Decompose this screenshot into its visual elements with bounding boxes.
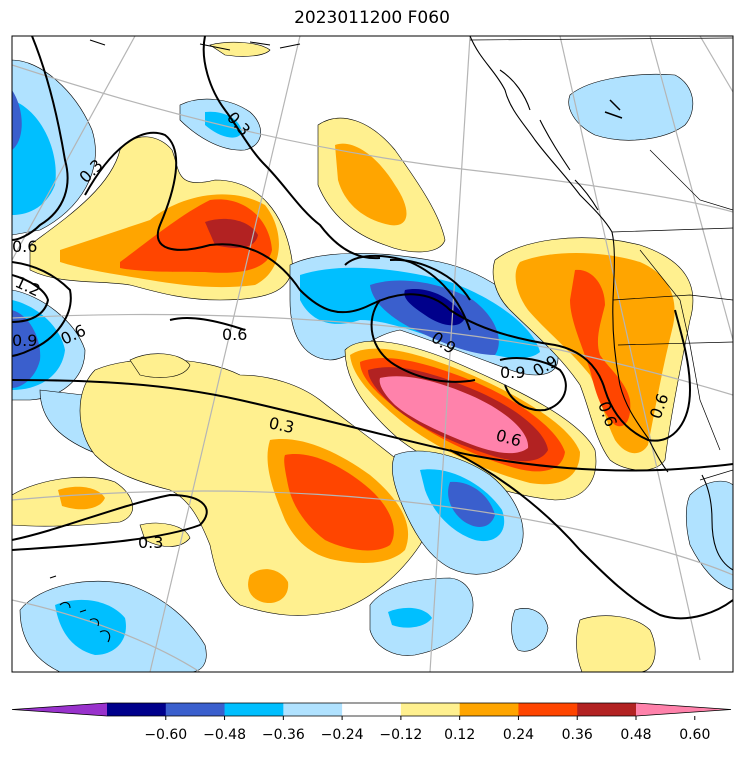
contour-label: 0.3 (267, 413, 296, 437)
contour-lines (12, 36, 733, 620)
anomaly-sb-blue2 (511, 608, 549, 652)
anomaly-e-blue (685, 480, 733, 591)
colorbar-tick-label: 0.24 (503, 727, 534, 743)
colorbar-tick-label: 0.12 (444, 727, 475, 743)
graticule (12, 36, 733, 672)
colorbar-tick-label: −0.48 (203, 727, 246, 743)
colorbar-tick-label: 0.60 (679, 727, 710, 743)
map-frame (11, 35, 734, 673)
colorbar-segment (165, 703, 226, 716)
anomaly-sw-orange (58, 486, 105, 510)
anomaly-se-royal (448, 481, 495, 527)
anomaly-small-yellow (129, 353, 191, 378)
colorbar-tick-label: −0.36 (262, 727, 305, 743)
anomaly-top-yellow (209, 41, 271, 57)
colorbar-segment (577, 703, 637, 716)
anomaly-se-yellow (576, 615, 656, 672)
colorbar-tick-label: −0.60 (144, 727, 187, 743)
colorbar-tick-label: −0.12 (379, 727, 422, 743)
colorbar-tick-label: −0.24 (321, 727, 364, 743)
anomaly-fill (12, 41, 733, 672)
colorbar-tick-label: 0.48 (620, 727, 651, 743)
anomaly-s-red (284, 454, 394, 551)
colorbar-extend-min (12, 703, 107, 716)
anomaly-nw-cyan (12, 100, 56, 215)
colorbar-outline (11, 702, 732, 717)
colorbar-segment (107, 703, 167, 716)
anomaly-top-cyan (205, 111, 242, 138)
anomaly-pink-core (379, 376, 529, 454)
colorbar-segment (518, 703, 578, 716)
contour-label: 0.3 (138, 533, 163, 552)
coastlines (49, 36, 733, 643)
contour-label: 0.9 (500, 363, 525, 382)
anomaly-nw-royal (12, 90, 22, 150)
anomaly-ne-blue (568, 73, 694, 141)
contour-label: 0.6 (12, 237, 37, 256)
colorbar-segment (342, 703, 402, 716)
contour-label: 0.9 (12, 331, 37, 350)
anomaly-c-navy (404, 289, 465, 326)
colorbar: −0.60 −0.48 −0.36 −0.24 −0.12 0.12 0.24 0.36 0.4… (11, 702, 732, 743)
map-area: 0.3 0.3 0.6 1.2 0.9 0.6 0.6 0.9 0.9 0.9 … (12, 36, 733, 672)
colorbar-tick-label: 0.36 (562, 727, 593, 743)
contour-label: 0.6 (222, 325, 247, 344)
colorbar-segment (283, 703, 343, 716)
anomaly-sb-cyan (388, 607, 432, 628)
anomaly-nc-orange (335, 143, 407, 226)
map-title: 2023011200 F060 (294, 8, 450, 28)
colorbar-segment (459, 703, 519, 716)
colorbar-segment (400, 703, 461, 716)
colorbar-extend-max (636, 703, 731, 716)
anomaly-wc-red (120, 199, 272, 273)
anomaly-wc-darkred (205, 218, 258, 248)
anomaly-w-royal (12, 310, 41, 388)
anomaly-s-orange-blob (248, 569, 289, 604)
colorbar-segment (224, 703, 284, 716)
anomaly-ne-red (570, 269, 631, 427)
